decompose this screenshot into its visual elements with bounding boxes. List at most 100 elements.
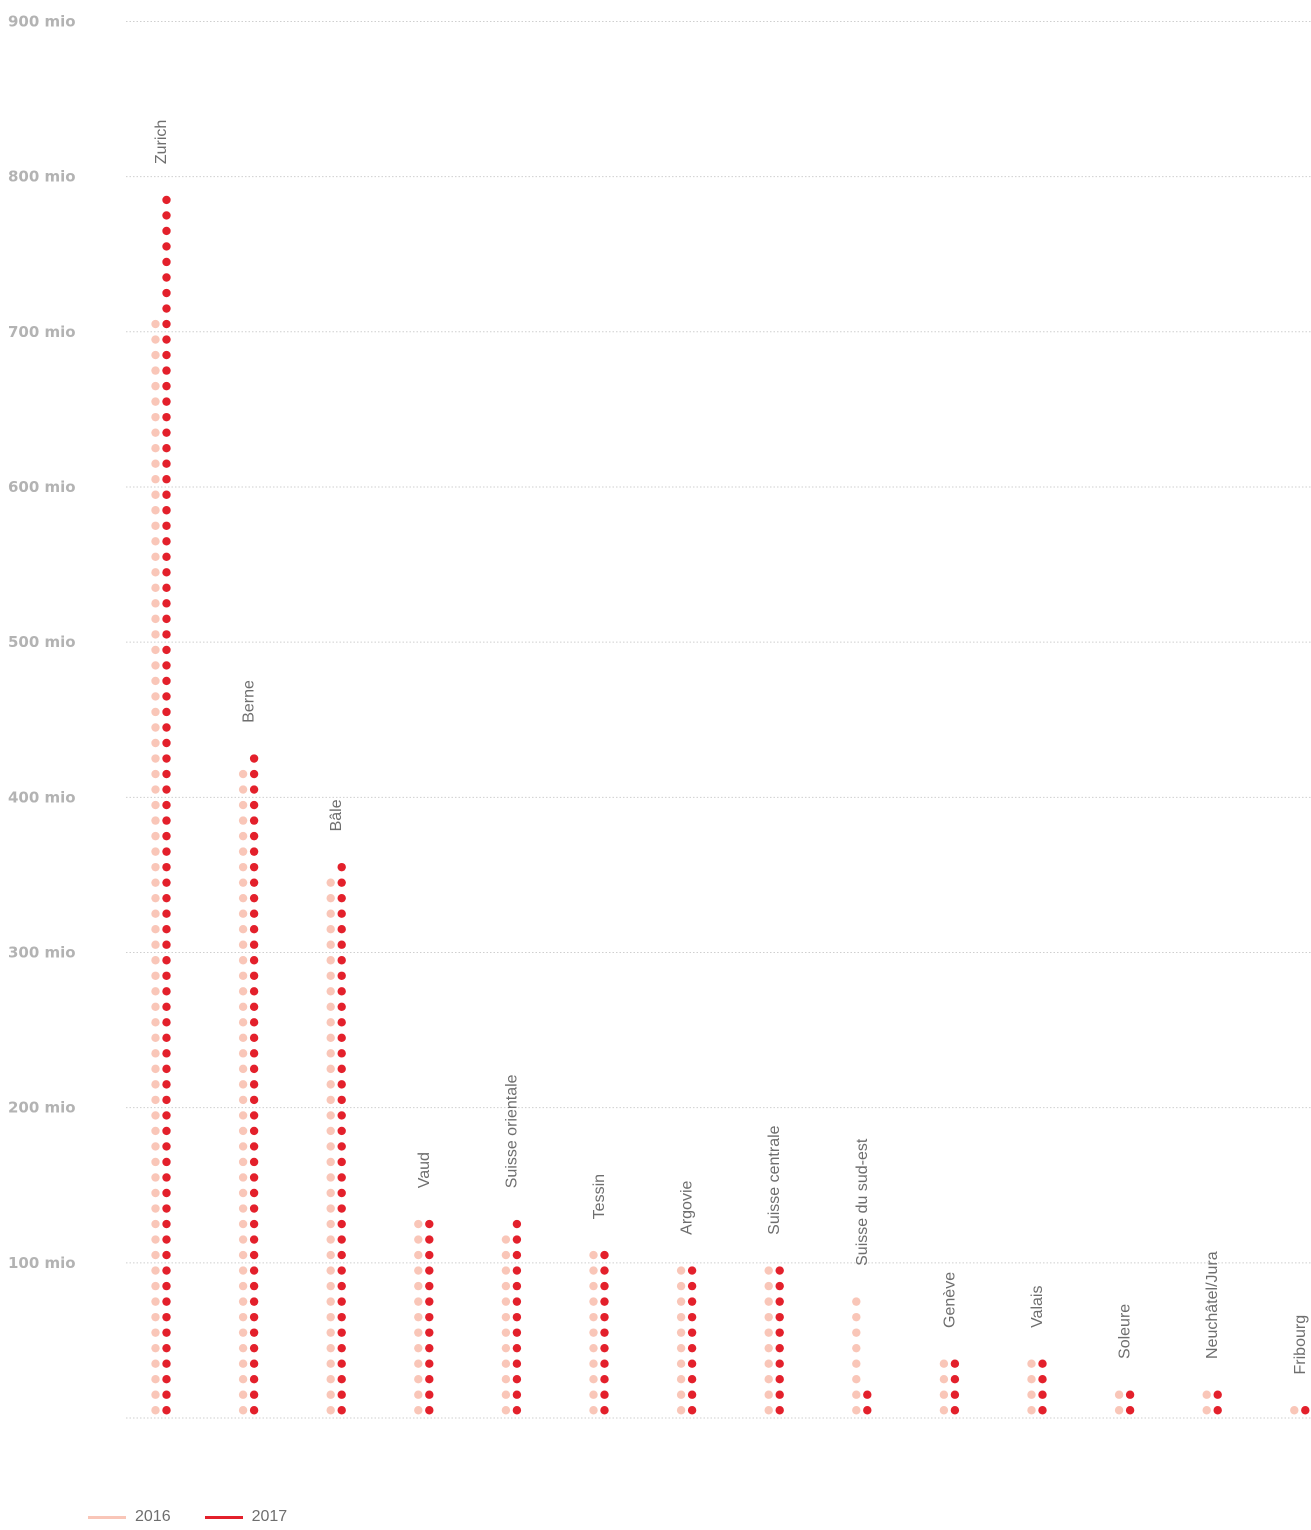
dot-2017 xyxy=(162,1002,171,1011)
dot-2017 xyxy=(249,925,259,934)
dot-2017 xyxy=(162,568,171,577)
dot-2016 xyxy=(238,909,248,918)
dot-2016 xyxy=(326,1002,335,1011)
dot-2017 xyxy=(162,1266,171,1275)
dot-2016 xyxy=(238,971,248,980)
dot-2017 xyxy=(162,816,171,825)
dot-2016 xyxy=(151,428,160,437)
dot-2017 xyxy=(162,552,171,562)
dot-2017 xyxy=(162,475,171,484)
category-label: Fribourg xyxy=(1292,1315,1309,1375)
dot-2017 xyxy=(162,831,171,841)
dot-2016 xyxy=(1027,1359,1036,1368)
dot-2016 xyxy=(238,831,248,841)
dot-2017 xyxy=(249,800,259,810)
dot-2016 xyxy=(326,1359,335,1368)
dot-2016 xyxy=(238,1033,248,1043)
dot-2016 xyxy=(1114,1406,1124,1415)
dot-2016 xyxy=(852,1390,861,1399)
dot-2017 xyxy=(337,1359,346,1368)
dot-2017 xyxy=(600,1266,609,1275)
dot-2016 xyxy=(238,1111,248,1120)
dot-2016 xyxy=(151,1312,160,1322)
legend-swatch-2016 xyxy=(88,1515,126,1519)
dot-2017 xyxy=(775,1281,784,1291)
dot-2017 xyxy=(863,1406,872,1415)
dot-2016 xyxy=(151,366,160,375)
dot-2016 xyxy=(501,1375,511,1384)
dot-2017 xyxy=(950,1406,960,1415)
dot-2017 xyxy=(337,940,346,949)
dot-2016 xyxy=(151,909,160,918)
dot-2017 xyxy=(775,1328,784,1337)
dot-2016 xyxy=(326,1235,335,1244)
dot-2017 xyxy=(162,707,171,717)
category-label: Vaud xyxy=(416,1152,433,1188)
dot-2016 xyxy=(326,971,335,980)
dot-2016 xyxy=(151,1157,160,1167)
dot-2017 xyxy=(775,1359,784,1368)
dot-2017 xyxy=(162,1188,171,1198)
dot-2017 xyxy=(425,1312,434,1322)
dot-2017 xyxy=(249,1328,259,1337)
dot-2016 xyxy=(589,1266,598,1275)
dot-2017 xyxy=(687,1297,697,1306)
dot-2016 xyxy=(151,1359,160,1368)
dot-2016 xyxy=(414,1266,423,1275)
dot-2017 xyxy=(162,1406,171,1415)
dot-2017 xyxy=(337,1033,346,1043)
dot-2017 xyxy=(249,769,259,779)
dot-2016 xyxy=(151,1173,160,1182)
dot-2016 xyxy=(326,987,335,996)
dot-2016 xyxy=(326,940,335,949)
dot-2016 xyxy=(414,1328,423,1337)
dot-2017 xyxy=(162,1111,171,1120)
dot-2016 xyxy=(151,769,160,779)
dot-2016 xyxy=(151,1111,160,1120)
category-label: Valais xyxy=(1029,1286,1046,1328)
dot-2016 xyxy=(151,816,160,825)
dot-2016 xyxy=(238,987,248,996)
dot-2017 xyxy=(1038,1359,1047,1368)
dot-2016 xyxy=(151,956,160,965)
dot-2016 xyxy=(414,1359,423,1368)
dot-2017 xyxy=(775,1266,784,1275)
dot-2016 xyxy=(151,800,160,810)
dot-2017 xyxy=(1301,1406,1310,1415)
dot-2016 xyxy=(852,1328,861,1337)
dot-2017 xyxy=(600,1390,609,1399)
dot-2017 xyxy=(249,1359,259,1368)
dot-2016 xyxy=(764,1266,773,1275)
dot-2016 xyxy=(1114,1390,1124,1399)
dot-2017 xyxy=(162,288,171,298)
dot-2016 xyxy=(238,862,248,872)
dot-2016 xyxy=(238,1312,248,1322)
dot-2016 xyxy=(414,1250,423,1260)
dot-2017 xyxy=(249,847,259,856)
dot-2016 xyxy=(326,1390,335,1399)
category-label: Argovie xyxy=(679,1180,696,1234)
dot-2017 xyxy=(337,1095,346,1105)
dot-2017 xyxy=(162,1297,171,1306)
dot-2016 xyxy=(676,1406,686,1415)
dot-2016 xyxy=(589,1390,598,1399)
dot-2017 xyxy=(249,1375,259,1384)
dot-2017 xyxy=(600,1375,609,1384)
dot-2016 xyxy=(151,412,160,422)
dot-2017 xyxy=(249,816,259,825)
category-label: Tessin xyxy=(591,1174,608,1219)
dot-2016 xyxy=(238,1064,248,1074)
dot-2016 xyxy=(151,475,160,484)
dot-2017 xyxy=(425,1390,434,1399)
dot-2017 xyxy=(162,1126,171,1136)
y-tick-label: 500 mio xyxy=(8,633,76,651)
dot-2017 xyxy=(162,723,171,732)
dot-2017 xyxy=(775,1390,784,1399)
dot-2017 xyxy=(162,459,171,468)
category-label: Suisse centrale xyxy=(766,1125,783,1234)
dot-2016 xyxy=(501,1312,511,1322)
dot-2016 xyxy=(151,459,160,468)
dot-2017 xyxy=(600,1312,609,1322)
dot-2017 xyxy=(162,304,171,313)
